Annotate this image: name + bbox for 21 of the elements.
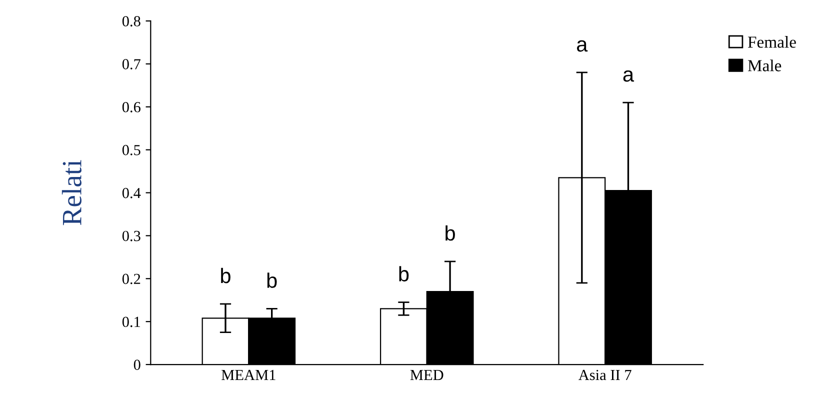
annotation: b [399, 266, 409, 282]
x-tick-label: MEAM1 [222, 370, 276, 380]
y-tick-label: 0.5 [122, 144, 140, 156]
x-tick-label: Asia II 7 [578, 370, 632, 380]
annotation: a [576, 40, 588, 52]
y-axis-title: Relati [62, 160, 82, 226]
y-tick-label: 0.2 [122, 274, 140, 284]
annotation: b [446, 225, 455, 241]
annotation: a [623, 70, 634, 82]
legend-label: Male [748, 60, 782, 72]
y-tick-label: 0.8 [122, 16, 140, 26]
y-tick-label: 0.4 [122, 188, 141, 198]
y-tick-label: 0.6 [122, 102, 140, 112]
y-tick-label: 0 [134, 360, 140, 370]
annotation: b [267, 272, 277, 288]
y-tick-label: 0.3 [122, 230, 140, 242]
annotation: b [221, 268, 230, 284]
x-tick-label: MED [410, 370, 444, 380]
y-tick-label: 0.1 [122, 316, 140, 328]
y-tick-label: 0.7 [122, 59, 140, 70]
legend-label: Female [748, 36, 796, 48]
